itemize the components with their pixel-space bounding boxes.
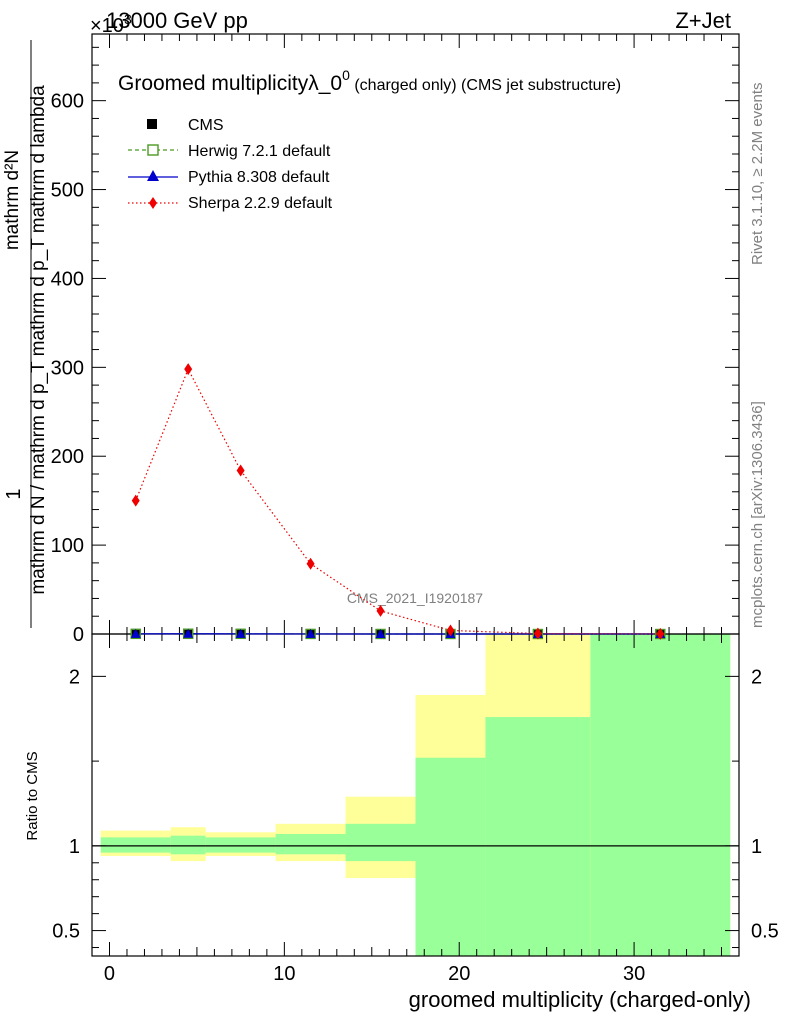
ratio-ylabel: Ratio to CMS bbox=[24, 751, 41, 840]
main-ytick-label-300: 300 bbox=[51, 357, 84, 379]
main-ytick-label-100: 100 bbox=[51, 535, 84, 557]
legend-entry-pythia: Pythia 8.308 default bbox=[128, 169, 330, 186]
legend-marker-pythia bbox=[147, 170, 159, 181]
xtick-label-20: 20 bbox=[448, 963, 470, 985]
legend: CMS Herwig 7.2.1 default Pythia 8.308 de… bbox=[128, 117, 333, 212]
pythia-point-0 bbox=[130, 628, 141, 638]
rivet-note: Rivet 3.1.10, ≥ 2.2M events bbox=[749, 83, 766, 266]
legend-marker-sherpa bbox=[149, 197, 157, 209]
ratio-ytick-label-1: 1 bbox=[69, 836, 80, 858]
ratio-ytick-label-right-0.5: 0.5 bbox=[751, 921, 779, 943]
ratio-ytick-label-right-1: 1 bbox=[751, 836, 762, 858]
pythia-point-1 bbox=[183, 628, 194, 638]
ratio-green-band-4 bbox=[345, 823, 416, 862]
sherpa-point-4 bbox=[376, 604, 385, 617]
ratio-green-band-7 bbox=[590, 634, 731, 956]
main-ylabel: 1 mathrm d²N mathrm d N / mathrm d p_T m… bbox=[2, 40, 49, 628]
ratio-axis-ticks: 0.5 0.51 12 20 10 20 30 bbox=[52, 634, 779, 985]
main-axis-ticks: 0 100 200 300 400 500 600 bbox=[51, 34, 739, 646]
ratio-green-band-0 bbox=[100, 837, 171, 853]
chart-title: Groomed multiplicityλ_00 (charged only) … bbox=[118, 67, 621, 95]
legend-marker-herwig bbox=[147, 144, 159, 156]
ratio-green-band-5 bbox=[415, 757, 486, 956]
pythia-point-4 bbox=[375, 628, 386, 638]
series-layer bbox=[130, 363, 666, 640]
ylabel-numerator: mathrm d²N bbox=[2, 150, 23, 250]
sherpa-point-2 bbox=[236, 464, 245, 477]
ratio-bands bbox=[92, 634, 739, 956]
ratio-ytick-label-0.5: 0.5 bbox=[52, 921, 80, 943]
main-ytick-label-600: 600 bbox=[51, 91, 84, 113]
sherpa-point-0 bbox=[131, 494, 140, 507]
sherpa-point-7 bbox=[656, 627, 665, 640]
sherpa-point-1 bbox=[184, 363, 193, 376]
ylabel-one: 1 bbox=[3, 488, 25, 499]
sherpa-point-3 bbox=[306, 557, 315, 570]
exponent-label: ×103 bbox=[90, 11, 132, 37]
legend-label-herwig: Herwig 7.2.1 default bbox=[188, 143, 331, 160]
xtick-label-0: 0 bbox=[104, 963, 115, 985]
ratio-green-band-1 bbox=[170, 835, 206, 855]
process-label: Z+Jet bbox=[675, 8, 731, 33]
main-ytick-label-200: 200 bbox=[51, 446, 84, 468]
ratio-ytick-label-2: 2 bbox=[69, 666, 80, 688]
legend-label-pythia: Pythia 8.308 default bbox=[188, 169, 330, 186]
xtick-label-10: 10 bbox=[273, 963, 295, 985]
sherpa-point-5 bbox=[446, 624, 455, 637]
legend-label-sherpa: Sherpa 2.2.9 default bbox=[188, 195, 333, 212]
legend-marker-cms bbox=[147, 119, 157, 129]
ylabel-denominator: mathrm d N / mathrm d p_T mathrm d p_T m… bbox=[28, 85, 49, 595]
pythia-point-3 bbox=[305, 628, 316, 638]
ratio-green-band-2 bbox=[205, 837, 276, 853]
series-line-3 bbox=[135, 367, 661, 635]
ratio-green-band-6 bbox=[485, 717, 591, 956]
energy-label: 13000 GeV pp bbox=[106, 8, 248, 33]
xtick-label-30: 30 bbox=[623, 963, 645, 985]
main-ytick-label-400: 400 bbox=[51, 268, 84, 290]
pythia-point-2 bbox=[235, 628, 246, 638]
main-ytick-label-500: 500 bbox=[51, 180, 84, 202]
ratio-ytick-label-right-2: 2 bbox=[751, 666, 762, 688]
analysis-watermark: CMS_2021_I1920187 bbox=[347, 590, 483, 606]
legend-entry-cms: CMS bbox=[147, 117, 224, 134]
main-ytick-label-0: 0 bbox=[73, 624, 84, 646]
legend-entry-herwig: Herwig 7.2.1 default bbox=[128, 143, 331, 160]
ratio-green-band-3 bbox=[275, 833, 346, 855]
legend-entry-sherpa: Sherpa 2.2.9 default bbox=[128, 195, 333, 212]
sherpa-point-6 bbox=[533, 627, 542, 640]
xlabel: groomed multiplicity (charged-only) bbox=[409, 987, 751, 1012]
legend-label-cms: CMS bbox=[188, 117, 224, 134]
mcplots-note: mcplots.cern.ch [arXiv:1306.3436] bbox=[749, 401, 766, 628]
